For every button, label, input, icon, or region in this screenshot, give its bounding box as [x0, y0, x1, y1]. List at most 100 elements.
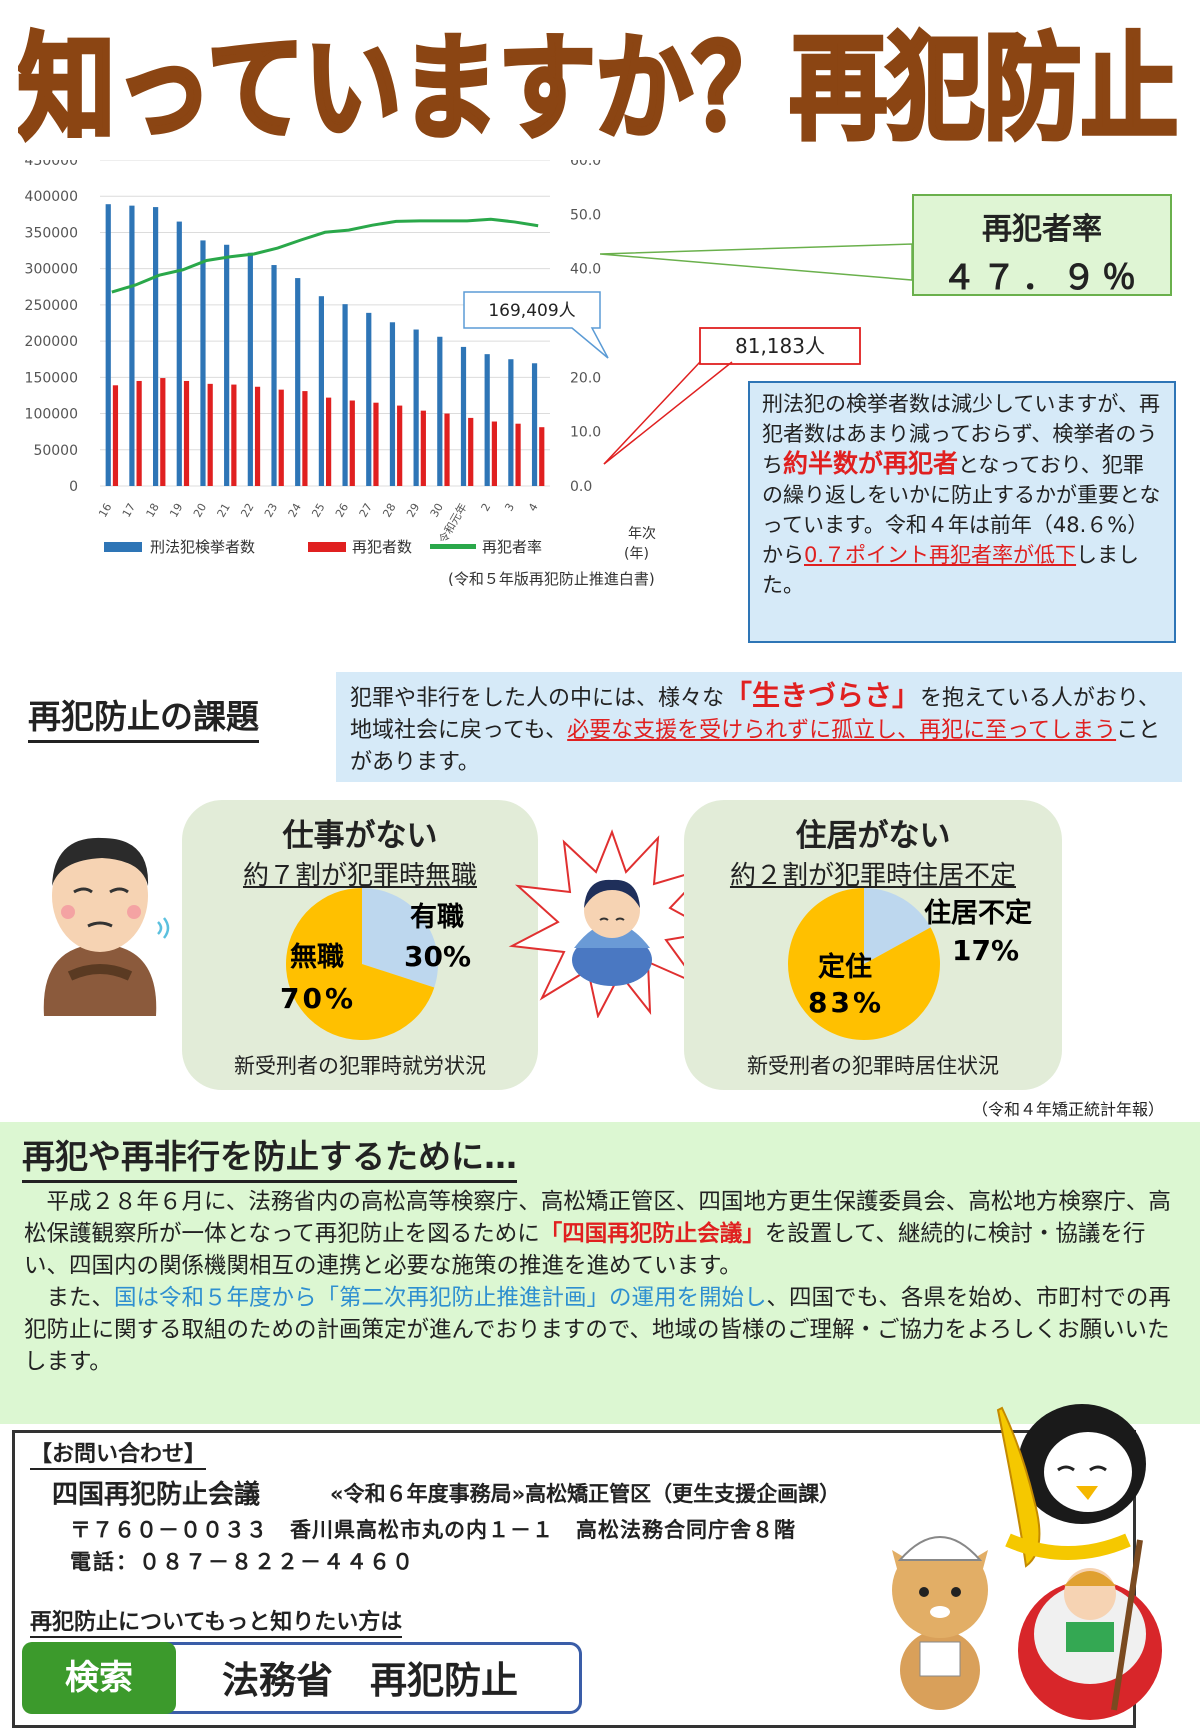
bar-repeat [397, 405, 403, 486]
no-job-caption: 新受刑者の犯罪時就労状況 [234, 1054, 486, 1078]
y-right-tick: 10.0 [570, 425, 601, 441]
x-tick-label: 30 [428, 501, 446, 520]
rate-callout-label: 再犯者率 [982, 212, 1102, 247]
x-tick-label: 18 [144, 501, 162, 520]
bar-arrests [531, 363, 538, 486]
y-left-tick: 200000 [25, 334, 78, 350]
contact-address: 〒７６０－００３３ 香川県高松市丸の内１－１ 高松法務合同庁舎８階 [70, 1518, 796, 1542]
bar-repeat [420, 410, 426, 486]
x-tick-label: 23 [262, 501, 280, 520]
bar-repeat [491, 421, 497, 486]
page-title: 知っていますか？再犯防止 [18, 20, 1181, 158]
bar-arrests [437, 336, 443, 486]
bar-arrests [295, 278, 301, 486]
bar-arrests [176, 221, 182, 487]
statistics-source: （令和４年矯正統計年報） [971, 1100, 1164, 1119]
x-tick-label: 25 [309, 501, 327, 520]
rate-pointer [600, 243, 913, 281]
y-left-tick: 50000 [33, 443, 78, 459]
chart-source: (令和５年版再犯防止推進白書) [448, 570, 655, 588]
bar-repeat [326, 397, 332, 486]
bar-repeat [468, 417, 474, 486]
boat-mascot-icon [1018, 1539, 1162, 1720]
bar-repeat [112, 385, 119, 486]
pie-slice-employed [362, 888, 438, 988]
contact-heading: 【お問い合わせ】 [30, 1436, 207, 1470]
bar-repeat [349, 400, 355, 486]
pie-pct-employed: 30% [404, 940, 471, 973]
pie-slice-unemployed [286, 888, 435, 1040]
pie-label-employed: 有職 [410, 902, 464, 933]
prevention-body: 平成２８年６月に、法務省内の高松高等検察庁、高松矯正管区、四国地方更生保護委員会… [24, 1186, 1174, 1378]
bar-repeat [136, 380, 142, 486]
y-right-tick: 0.0 [570, 479, 592, 495]
rate-callout: 再犯者率 ４７．９％ [912, 194, 1172, 298]
bar-arrests [129, 205, 135, 486]
bar-repeat [278, 389, 284, 486]
x-tick-label: 22 [238, 501, 256, 520]
x-tick-label: 26 [333, 501, 351, 520]
no-home-subtitle: 約２割が犯罪時住居不定 [729, 861, 1016, 891]
more-info-label: 再犯防止についてもっと知りたい方は [30, 1604, 403, 1638]
search-button[interactable]: 検索 [22, 1642, 176, 1714]
bar-arrests [460, 346, 467, 486]
y-left-tick: 450000 [25, 160, 78, 169]
bar-arrests [508, 359, 514, 486]
challenges-emphasis: 「生きづらさ」 [724, 679, 921, 712]
arrests-callout-text: 169,409人 [488, 301, 575, 321]
bar-arrests [342, 304, 348, 486]
contact-org: 四国再犯防止会議 [52, 1480, 261, 1510]
x-tick-label: 4 [526, 501, 541, 514]
bar-repeat [183, 380, 190, 486]
y-right-tick: 50.0 [570, 207, 601, 223]
x-axis-label-unit: (年) [624, 546, 649, 562]
bar-arrests [224, 244, 230, 486]
no-home-title: 住居がない [795, 818, 951, 854]
legend-label-repeat: 再犯者数 [352, 538, 412, 556]
no-home-pie: 住居不定 17% 定住 83% [788, 888, 1032, 1040]
y-left-tick: 100000 [25, 407, 78, 423]
no-job-pie: 有職 30% 無職 70% [280, 888, 471, 1040]
bar-arrests [247, 252, 253, 486]
sad-child-icon [508, 829, 716, 1018]
x-tick-label: 2 [479, 501, 494, 514]
bar-repeat [207, 383, 213, 486]
worried-man-icon [43, 837, 170, 1016]
prevention-council-name: 「四国再犯防止会議」 [539, 1221, 765, 1247]
bar-arrests [318, 296, 324, 486]
arrests-callout-bubble [463, 291, 609, 359]
y-left-tick: 250000 [25, 298, 78, 314]
contact-phone: 電話：０８７－８２２－４４６０ [70, 1550, 415, 1574]
x-tick-label: 28 [380, 501, 398, 520]
bar-arrests [366, 312, 372, 486]
pie-label-fixed-home: 定住 [818, 951, 872, 983]
legend-label-arrests: 刑法犯検挙者数 [150, 538, 255, 556]
challenges-heading: 再犯防止の課題 [28, 690, 259, 743]
line-repeat-rate [111, 217, 539, 294]
x-tick-label: 20 [191, 501, 209, 520]
challenges-text-2: を抱えている人がおり、地域社会に戻っても、 [350, 686, 1161, 743]
bar-repeat [373, 402, 379, 486]
x-tick-label: 16 [96, 501, 114, 520]
bar-arrests [200, 240, 206, 486]
search-query-text[interactable]: 法務省 再犯防止 [222, 1659, 518, 1702]
bar-arrests [413, 329, 419, 486]
y-right-tick: 40.0 [570, 262, 601, 278]
pie-label-no-fixed-home: 住居不定 [924, 897, 1032, 929]
info-text-1: 刑法犯の検挙者数は減少していますが、再犯者数はあまり減っておらず、検挙者のうち [762, 392, 1160, 477]
x-tick-label: 21 [215, 501, 233, 520]
x-tick-label: 17 [120, 501, 138, 520]
no-job-title: 仕事がない [282, 818, 438, 854]
challenges-text-3: ことがあります。 [350, 718, 1161, 775]
pie-pct-fixed-home: 83% [808, 986, 884, 1019]
x-tick-label: 19 [167, 501, 185, 520]
x-tick-label: 27 [357, 501, 375, 520]
bar-arrests [484, 354, 490, 486]
no-job-subtitle: 約７割が犯罪時無職 [242, 861, 477, 891]
repeat-callout-pointer [603, 361, 701, 465]
legend-label-rate: 再犯者率 [482, 538, 542, 556]
prevention-heading: 再犯や再非行を防止するために… [22, 1130, 517, 1183]
bar-arrests [105, 204, 111, 487]
no-home-caption: 新受刑者の犯罪時居住状況 [747, 1054, 999, 1078]
legend-swatch-arrests [104, 542, 142, 552]
